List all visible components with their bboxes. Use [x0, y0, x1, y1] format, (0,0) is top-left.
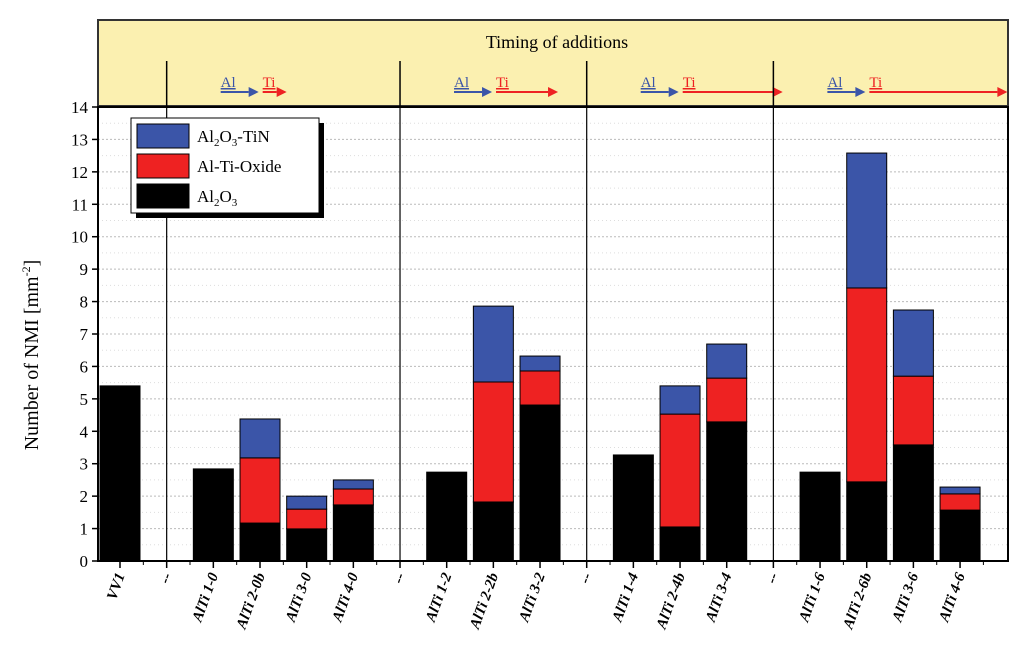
- bar-Al2O3-TiN: [659, 385, 701, 415]
- x-tick-label: AlTi 4-6: [936, 570, 969, 625]
- al-label: Al: [454, 75, 469, 91]
- bar-Al-Ti-Oxide: [706, 377, 748, 423]
- y-tick-label: 7: [80, 325, 89, 344]
- bar-Al2O3-TiN: [706, 343, 748, 379]
- bar-Al-Ti-Oxide: [286, 508, 328, 530]
- bar-Al2O3: [99, 385, 141, 562]
- x-tick-label: VV1: [104, 571, 128, 602]
- x-tick-label: AlTi 2-4b: [654, 570, 689, 632]
- x-tick-label: --: [157, 571, 175, 586]
- legend-label: Al-Ti-Oxide: [197, 157, 281, 176]
- bar-Al-Ti-Oxide: [659, 413, 701, 528]
- y-tick-label: 9: [80, 260, 89, 279]
- y-tick-label: 5: [80, 390, 89, 409]
- bar-Al2O3: [472, 501, 514, 562]
- x-tick-label: --: [390, 571, 408, 586]
- bars: [99, 152, 981, 562]
- bar-Al2O3: [332, 504, 374, 562]
- ti-arrowhead: [772, 87, 783, 97]
- bar-Al2O3-TiN: [332, 479, 374, 490]
- x-tick-label: --: [577, 571, 595, 586]
- bar-Al2O3: [939, 509, 981, 562]
- legend-label: Al2O3: [197, 187, 238, 209]
- bar-Al2O3-TiN: [472, 305, 514, 383]
- x-tick-label: AlTi 4-0: [329, 570, 362, 625]
- ti-arrowhead: [548, 87, 559, 97]
- x-tick-label: AlTi 1-0: [189, 570, 222, 625]
- bar-Al2O3: [799, 471, 841, 562]
- x-axis: VV1 -- AlTi 1-0 AlTi 2-0b AlTi 3-0 AlTi 4-0 --…: [104, 561, 984, 632]
- y-tick-label: 11: [72, 195, 88, 214]
- bar-Al-Ti-Oxide: [239, 457, 281, 524]
- bar-Al-Ti-Oxide: [939, 493, 981, 511]
- bar-Al2O3: [192, 468, 234, 562]
- y-tick-label: 12: [71, 163, 88, 182]
- bar-Al2O3-TiN: [939, 486, 981, 495]
- ti-arrowhead: [997, 87, 1008, 97]
- bar-Al2O3: [659, 526, 701, 562]
- bar-Al-Ti-Oxide: [332, 488, 374, 506]
- y-tick-label: 4: [80, 422, 89, 441]
- al-label: Al: [221, 75, 236, 91]
- ti-label: Ti: [263, 75, 276, 91]
- legend-swatch: [136, 183, 190, 209]
- bar-Al2O3: [612, 454, 654, 562]
- x-tick-label: AlTi 1-6: [796, 570, 829, 625]
- bar-Al2O3: [846, 481, 888, 562]
- x-tick-label: AlTi 1-4: [609, 570, 642, 625]
- bar-Al2O3: [239, 522, 281, 562]
- timing-arrows: Al Ti Al Ti Al Ti Al Ti: [165, 61, 1008, 106]
- x-tick-label: AlTi 2-6b: [840, 570, 875, 632]
- x-tick-label: AlTi 2-2b: [467, 570, 502, 632]
- al-arrowhead: [668, 87, 679, 97]
- bar-Al2O3-TiN: [519, 355, 561, 372]
- y-tick-label: 3: [80, 455, 89, 474]
- legend-swatch: [136, 123, 190, 149]
- y-tick-label: 2: [80, 487, 89, 506]
- x-tick-label: AlTi 2-0b: [233, 570, 268, 632]
- bar-Al2O3: [286, 528, 328, 562]
- bar-Al2O3: [426, 471, 468, 562]
- legend: Al2O3-TiN Al-Ti-Oxide Al2O3: [130, 117, 324, 218]
- bar-Al2O3: [892, 444, 934, 562]
- x-tick-label: AlTi 3-6: [889, 570, 922, 625]
- bar-Al2O3-TiN: [892, 309, 934, 377]
- x-tick-label: --: [764, 571, 782, 586]
- y-axis-label: Number of NMI [mm-2]: [19, 260, 43, 451]
- chart-title: Timing of additions: [486, 32, 628, 52]
- bar-Al2O3: [706, 421, 748, 562]
- bar-Al-Ti-Oxide: [892, 375, 934, 446]
- ti-label: Ti: [869, 75, 882, 91]
- bar-Al2O3-TiN: [239, 418, 281, 459]
- x-tick-label: AlTi 3-0: [283, 570, 316, 625]
- bar-Al-Ti-Oxide: [846, 287, 888, 483]
- bar-Al2O3-TiN: [286, 495, 328, 510]
- ti-label: Ti: [496, 75, 509, 91]
- y-tick-label: 13: [71, 130, 88, 149]
- y-tick-label: 14: [71, 98, 89, 117]
- ti-arrowhead: [276, 87, 287, 97]
- al-label: Al: [641, 75, 656, 91]
- y-tick-label: 0: [80, 552, 89, 571]
- bar-Al2O3: [519, 404, 561, 562]
- x-tick-label: AlTi 1-2: [423, 570, 456, 625]
- legend-label: Al2O3-TiN: [197, 127, 270, 149]
- y-tick-label: 10: [71, 228, 88, 247]
- al-arrowhead: [248, 87, 259, 97]
- al-label: Al: [827, 75, 842, 91]
- bar-Al2O3-TiN: [846, 152, 888, 289]
- y-tick-label: 1: [80, 520, 89, 539]
- al-arrowhead: [482, 87, 493, 97]
- al-arrowhead: [855, 87, 866, 97]
- y-tick-label: 8: [80, 293, 89, 312]
- legend-swatch: [136, 153, 190, 179]
- x-tick-label: AlTi 3-4: [703, 570, 736, 625]
- ti-label: Ti: [683, 75, 696, 91]
- y-tick-label: 6: [80, 357, 89, 376]
- x-tick-label: AlTi 3-2: [516, 570, 549, 625]
- bar-Al-Ti-Oxide: [519, 370, 561, 406]
- bar-Al-Ti-Oxide: [472, 381, 514, 503]
